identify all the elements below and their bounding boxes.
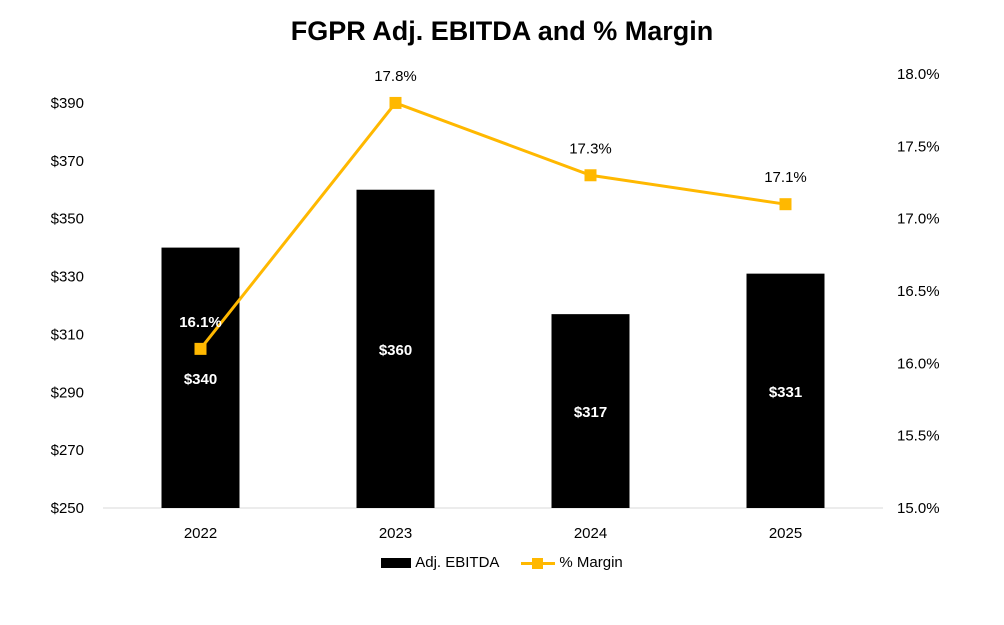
- legend-swatch-line: [521, 556, 556, 570]
- bar-data-label: $331: [769, 384, 802, 401]
- right-tick-label: 17.5%: [897, 138, 940, 155]
- legend-label-margin: % Margin: [559, 554, 623, 571]
- bar-2022: [161, 247, 240, 508]
- x-tick-label: 2024: [574, 525, 607, 542]
- bar-data-label: $317: [574, 404, 607, 421]
- margin-data-label: 17.1%: [764, 169, 807, 186]
- right-tick-label: 15.0%: [897, 500, 940, 517]
- right-tick-label: 15.5%: [897, 428, 940, 445]
- bar-data-label: $360: [379, 342, 412, 359]
- margin-data-label: 16.1%: [179, 314, 222, 331]
- legend-item-ebitda: Adj. EBITDA: [381, 554, 499, 571]
- legend-swatch-bar: [381, 557, 412, 568]
- left-tick-label: $270: [51, 442, 84, 459]
- bar-2023: [356, 189, 435, 508]
- legend-label-ebitda: Adj. EBITDA: [415, 554, 500, 571]
- right-tick-label: 18.0%: [897, 66, 940, 83]
- margin-data-label: 17.8%: [374, 68, 417, 85]
- left-tick-label: $310: [51, 326, 84, 343]
- left-tick-label: $350: [51, 211, 84, 228]
- left-tick-label: $250: [51, 500, 84, 517]
- margin-marker-2025: [779, 198, 792, 211]
- right-tick-label: 17.0%: [897, 211, 940, 228]
- margin-marker-2023: [389, 96, 402, 109]
- chart-title: FGPR Adj. EBITDA and % Margin: [290, 16, 714, 46]
- bar-2024: [551, 314, 630, 508]
- bar-2025: [746, 273, 825, 508]
- x-tick-label: 2025: [769, 525, 802, 542]
- left-tick-label: $390: [51, 95, 84, 112]
- margin-marker-2022: [194, 342, 207, 355]
- right-tick-label: 16.5%: [897, 283, 940, 300]
- margin-data-label: 17.3%: [569, 140, 612, 157]
- left-tick-label: $330: [51, 269, 84, 286]
- bar-data-label: $340: [184, 371, 217, 388]
- margin-marker-2024: [584, 169, 597, 182]
- right-tick-label: 16.0%: [897, 355, 940, 372]
- left-tick-label: $290: [51, 384, 84, 401]
- x-tick-label: 2023: [379, 525, 412, 542]
- left-tick-label: $370: [51, 153, 84, 170]
- margin-line: [199, 101, 786, 350]
- x-tick-label: 2022: [184, 525, 217, 542]
- legend: Adj. EBITDA % Margin: [0, 554, 1004, 571]
- legend-item-margin: % Margin: [521, 554, 623, 571]
